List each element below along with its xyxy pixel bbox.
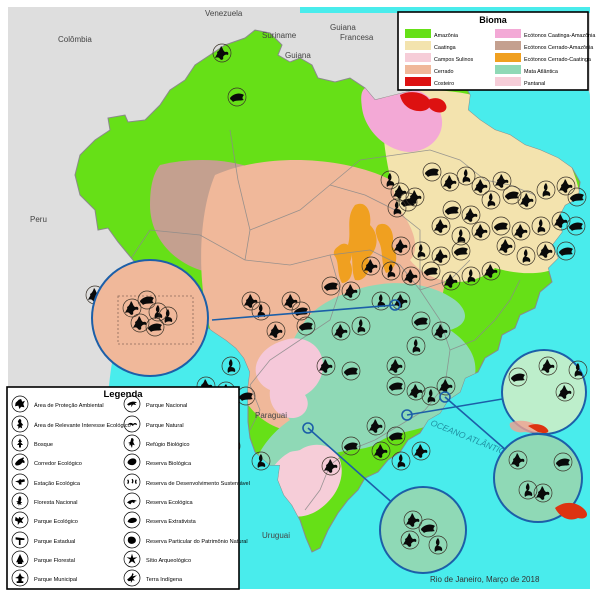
svg-text:Parque Ecológico: Parque Ecológico [34, 519, 78, 525]
svg-text:Campos Sulinos: Campos Sulinos [434, 57, 474, 63]
svg-text:Peru: Peru [30, 215, 47, 224]
svg-text:Mata Atlântica: Mata Atlântica [524, 69, 558, 75]
svg-text:Bioma: Bioma [479, 15, 508, 25]
svg-text:Ecótonos Cerrado-Caatinga: Ecótonos Cerrado-Caatinga [524, 57, 591, 63]
svg-text:Pantanal: Pantanal [524, 81, 545, 87]
svg-text:Uruguai: Uruguai [262, 531, 290, 540]
svg-text:Paraguai: Paraguai [255, 411, 287, 420]
svg-text:Parque Natural: Parque Natural [146, 423, 184, 429]
svg-text:Suriname: Suriname [262, 31, 297, 40]
svg-text:Área de Proteção Ambiental: Área de Proteção Ambiental [34, 402, 104, 409]
svg-text:Bosque: Bosque [34, 442, 53, 448]
svg-text:Guiana: Guiana [330, 23, 356, 32]
svg-text:Rio de Janeiro, Março de 2018: Rio de Janeiro, Março de 2018 [430, 575, 540, 584]
svg-text:Floresta Nacional: Floresta Nacional [34, 500, 78, 506]
svg-text:Corredor Ecológico: Corredor Ecológico [34, 461, 82, 467]
svg-text:Francesa: Francesa [340, 33, 374, 42]
svg-text:Reserva Biológica: Reserva Biológica [146, 461, 192, 467]
svg-text:Reserva de Desenvolvimento Sus: Reserva de Desenvolvimento Sustentável [146, 481, 250, 487]
svg-text:Costeiro: Costeiro [434, 81, 454, 87]
svg-text:Reserva Ecológica: Reserva Ecológica [146, 500, 194, 506]
svg-text:Reserva Extrativista: Reserva Extrativista [146, 519, 197, 525]
svg-text:Ecótonos Cerrado-Amazônia: Ecótonos Cerrado-Amazônia [524, 45, 593, 51]
svg-text:Estação Ecológica: Estação Ecológica [34, 481, 81, 487]
svg-text:Parque Municipal: Parque Municipal [34, 577, 77, 583]
svg-text:Refúgio Biológico: Refúgio Biológico [146, 442, 190, 448]
svg-text:Cerrado: Cerrado [434, 69, 453, 75]
svg-text:Terra Indígena: Terra Indígena [146, 577, 183, 583]
svg-text:Parque Nacional: Parque Nacional [146, 403, 187, 409]
svg-text:Área de Relevante Interesse Ec: Área de Relevante Interesse Ecológico [34, 422, 131, 429]
svg-text:Reserva Particular do Patrimôn: Reserva Particular do Patrimônio Natural [146, 539, 248, 545]
svg-text:Guiana: Guiana [285, 51, 311, 60]
svg-text:Parque Florestal: Parque Florestal [34, 558, 75, 564]
svg-text:Ecótonos Caatinga-Amazônia: Ecótonos Caatinga-Amazônia [524, 33, 595, 39]
svg-text:Caatinga: Caatinga [434, 45, 456, 51]
svg-text:Sítio Arqueológico: Sítio Arqueológico [146, 558, 191, 564]
svg-text:Amazônia: Amazônia [434, 33, 458, 39]
svg-text:Parque Estadual: Parque Estadual [34, 539, 75, 545]
svg-text:Venezuela: Venezuela [205, 9, 243, 18]
svg-text:Colômbia: Colômbia [58, 35, 92, 44]
